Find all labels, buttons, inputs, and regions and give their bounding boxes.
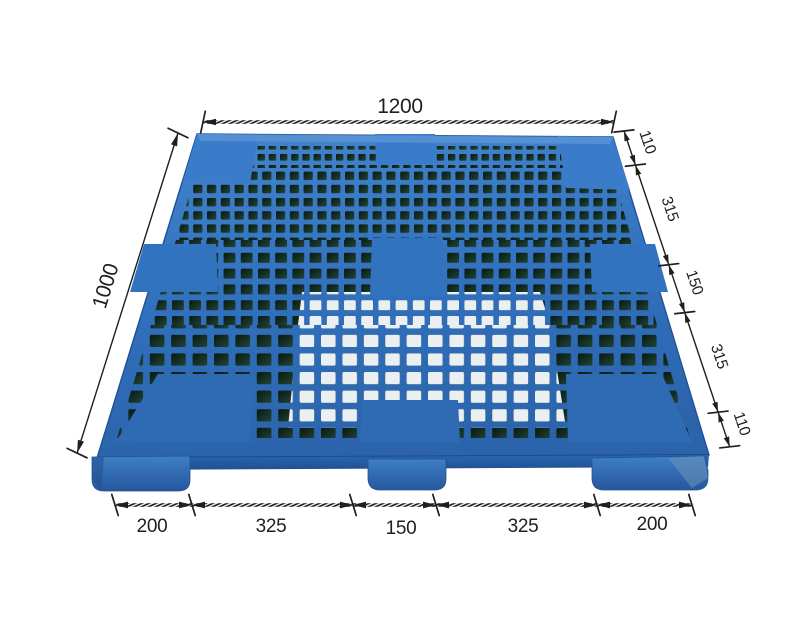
dim-label-right-110b: 110: [730, 410, 754, 439]
deck-hole-grid-light: [288, 325, 566, 428]
dim-label-right-315a: 315: [658, 195, 682, 224]
foot-right-sheen: [668, 456, 708, 488]
dim-label-right-110a: 110: [635, 128, 659, 157]
pallet-feet: [91, 455, 709, 492]
dim-label-bottom-325b: 325: [508, 516, 539, 537]
pallet-foot-left: [91, 455, 191, 492]
dim-top-width: 1200: [199, 95, 618, 134]
dim-label-bottom-150: 150: [386, 518, 417, 539]
pallet-foot-center: [367, 458, 447, 491]
pallet-photo: [91, 133, 710, 492]
dimension-annotations: 1200 1000: [66, 95, 754, 539]
dim-label-bottom-325a: 325: [256, 516, 287, 537]
dim-label-right-150: 150: [682, 268, 706, 298]
dim-label-right-315b: 315: [707, 342, 731, 371]
dim-label-bottom-200a: 200: [137, 516, 168, 537]
dim-right-chain: 110 315 150 315 110: [613, 128, 754, 449]
deck-solid-pads: [116, 134, 692, 442]
deck-hole-grid-light: [298, 292, 550, 325]
dim-label-bottom-200b: 200: [637, 514, 668, 535]
dim-bottom-chain: 200 325 150 325 200: [110, 493, 697, 539]
dim-label-top-width: 1200: [377, 95, 423, 118]
dim-label-left-depth: 1000: [88, 261, 123, 311]
foot-left-shadow: [92, 457, 104, 491]
deck-top-rim-highlight: [197, 134, 613, 144]
